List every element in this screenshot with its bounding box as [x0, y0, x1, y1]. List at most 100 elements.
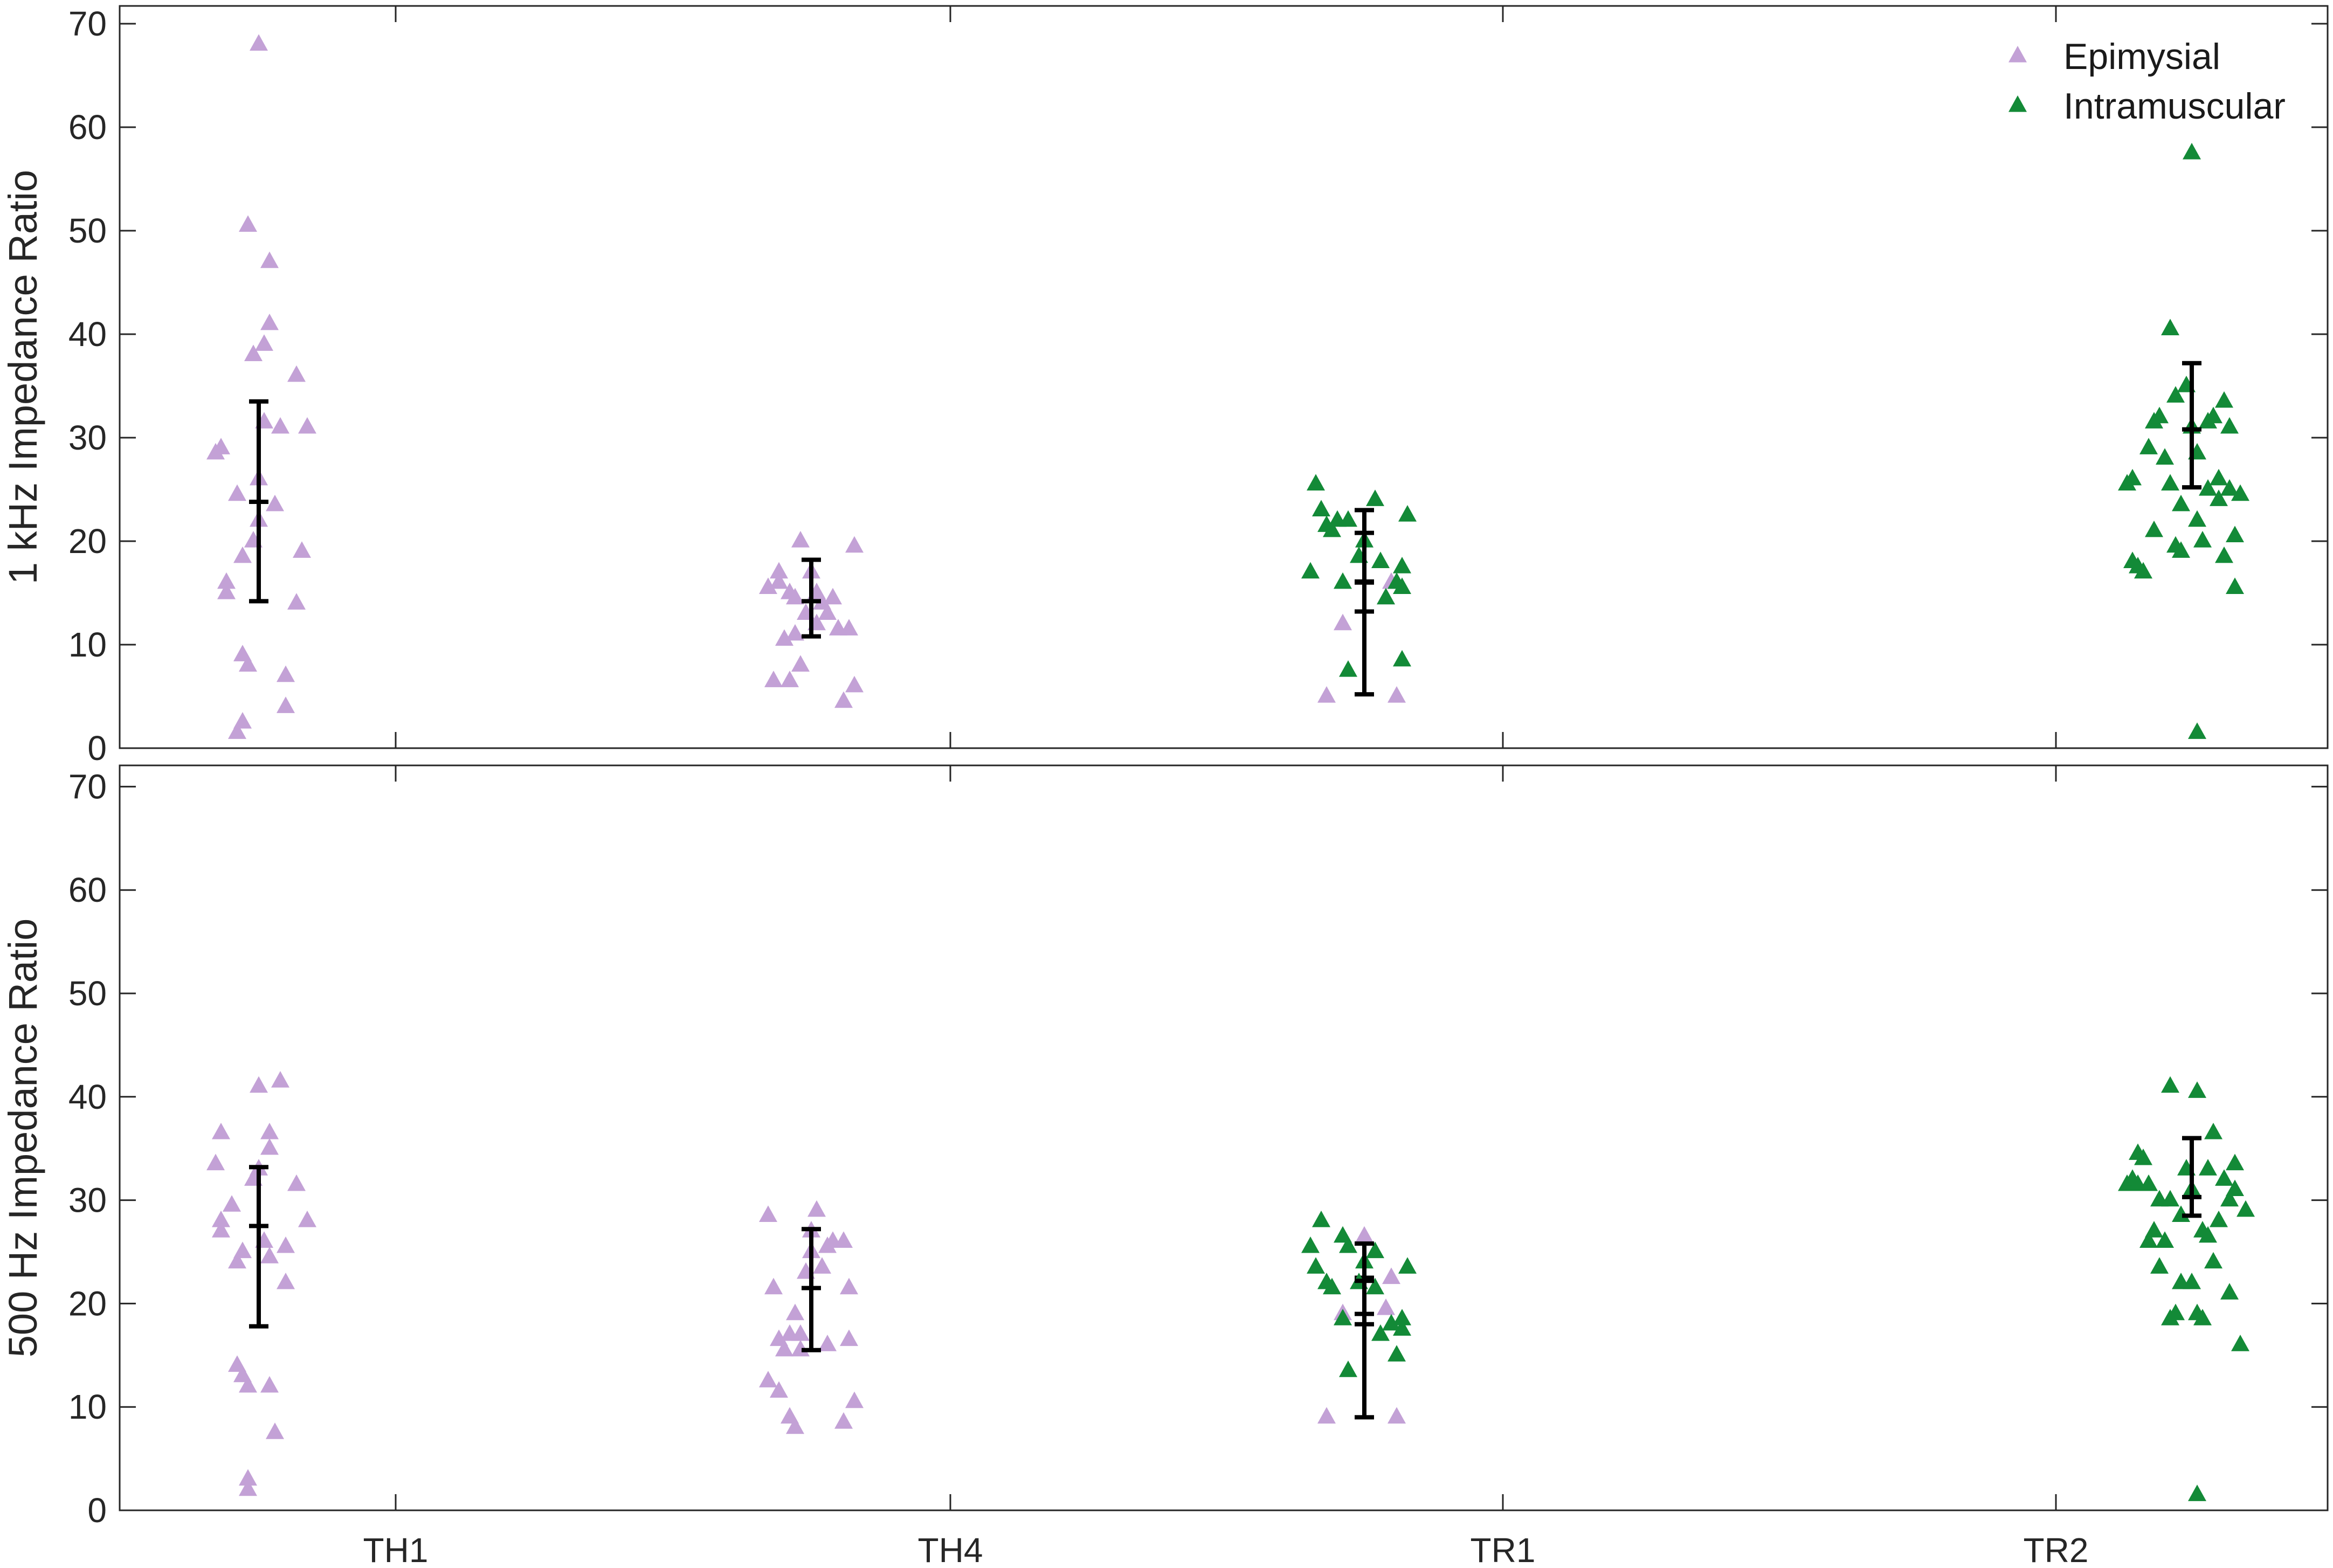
data-point-intramuscular	[1393, 1319, 1411, 1336]
data-point-epimysial	[1334, 613, 1352, 631]
x-tick-label: TR2	[2024, 1531, 2089, 1568]
data-point-intramuscular	[2145, 1221, 2163, 1238]
data-point-epimysial	[212, 1122, 230, 1139]
data-point-epimysial	[266, 494, 284, 512]
data-point-epimysial	[1377, 1298, 1395, 1315]
data-point-intramuscular	[2150, 406, 2169, 424]
y-tick-label: 50	[68, 211, 107, 250]
data-point-intramuscular	[2156, 448, 2174, 465]
x-tick-label: TH4	[918, 1531, 983, 1568]
data-point-epimysial	[1317, 1407, 1336, 1424]
data-point-intramuscular	[2220, 1283, 2239, 1300]
data-point-epimysial	[759, 1371, 777, 1387]
data-point-epimysial	[834, 691, 853, 708]
x-tick-label: TH1	[363, 1531, 429, 1568]
panel-1khz: 0 10 20 30 40 50 60 70 1 kHz Impedance Ratio	[1, 4, 2329, 768]
data-point-epimysial	[845, 1391, 864, 1408]
data-point-epimysial	[770, 1381, 788, 1398]
data-point-intramuscular	[1339, 660, 1357, 677]
data-point-intramuscular	[2183, 1273, 2201, 1289]
data-point-epimysial	[260, 1376, 279, 1393]
data-point-epimysial	[260, 1138, 279, 1155]
data-point-epimysial	[775, 1339, 793, 1357]
y-tick-label: 20	[68, 1284, 107, 1323]
data-point-epimysial	[206, 1153, 225, 1171]
y-tick-label: 70	[68, 4, 107, 43]
data-point-epimysial	[791, 1324, 810, 1341]
data-point-intramuscular	[1382, 1314, 1400, 1331]
y-tick-label: 30	[68, 1181, 107, 1220]
data-point-intramuscular	[2134, 1148, 2152, 1165]
data-point-intramuscular	[2188, 722, 2206, 739]
data-point-epimysial	[781, 671, 799, 687]
data-point-epimysial	[255, 334, 273, 351]
legend-label-intramuscular: Intramuscular	[2063, 86, 2286, 127]
data-point-intramuscular	[1371, 1324, 1390, 1341]
data-point-epimysial	[834, 1412, 853, 1429]
data-point-intramuscular	[2215, 546, 2233, 563]
legend-marker-epimysial	[2008, 46, 2027, 63]
data-point-epimysial	[277, 1236, 295, 1253]
data-point-epimysial	[770, 572, 788, 589]
data-point-epimysial	[239, 655, 257, 672]
data-point-epimysial	[845, 675, 864, 693]
data-point-epimysial	[824, 588, 842, 605]
data-point-intramuscular	[2123, 468, 2142, 486]
data-point-intramuscular	[2231, 1335, 2249, 1351]
data-point-intramuscular	[2210, 489, 2228, 506]
data-point-intramuscular	[1323, 1277, 1341, 1295]
data-point-epimysial	[834, 1231, 853, 1248]
data-point-intramuscular	[2145, 520, 2163, 537]
data-point-epimysial	[228, 484, 246, 501]
data-point-intramuscular	[2183, 143, 2201, 160]
y-tick-label: 30	[68, 418, 107, 457]
data-point-epimysial	[818, 603, 837, 620]
y-tick-label: 20	[68, 522, 107, 561]
data-point-epimysial	[764, 671, 783, 687]
data-point-intramuscular	[2161, 1190, 2179, 1207]
data-point-epimysial	[233, 712, 252, 729]
data-point-intramuscular	[2220, 1190, 2239, 1207]
data-point-intramuscular	[2204, 1122, 2222, 1139]
data-point-epimysial	[228, 1252, 246, 1269]
data-point-intramuscular	[1398, 505, 1417, 522]
data-point-intramuscular	[2210, 1210, 2228, 1227]
data-point-epimysial	[813, 1257, 831, 1274]
data-point-intramuscular	[2188, 1484, 2206, 1501]
y-tick-label: 0	[87, 729, 107, 768]
data-point-epimysial	[845, 536, 864, 553]
data-point-intramuscular	[2226, 1179, 2244, 1197]
data-point-epimysial	[271, 417, 289, 434]
data-point-epimysial	[764, 1277, 783, 1295]
data-point-epimysial	[277, 1273, 295, 1289]
data-point-epimysial	[298, 1210, 316, 1227]
data-point-epimysial	[840, 1329, 858, 1346]
data-point-intramuscular	[1366, 489, 1384, 506]
data-point-epimysial	[791, 655, 810, 672]
data-point-epimysial	[1382, 1267, 1400, 1284]
panel-500hz: 0 10 20 30 40 50 60 70 TH1 TH4 TR1 TR2 500 Hz Impeda…	[1, 764, 2329, 1568]
data-point-intramuscular	[2204, 406, 2222, 424]
legend-label-epimysial: Epimysial	[2063, 36, 2220, 77]
data-point-epimysial	[840, 619, 858, 636]
data-point-epimysial	[239, 1376, 257, 1393]
data-point-epimysial	[260, 1247, 279, 1263]
data-point-intramuscular	[1393, 650, 1411, 667]
data-point-intramuscular	[2226, 577, 2244, 595]
data-point-epimysial	[791, 531, 810, 548]
data-point-intramuscular	[2166, 1303, 2185, 1321]
data-point-intramuscular	[2188, 510, 2206, 527]
plot-area	[119, 764, 2329, 1511]
data-point-epimysial	[786, 1417, 804, 1434]
legend-marker-intramuscular	[2008, 95, 2027, 112]
data-point-intramuscular	[2226, 526, 2244, 543]
data-point-epimysial	[217, 572, 236, 589]
data-point-epimysial	[233, 1241, 252, 1259]
data-point-intramuscular	[2199, 1159, 2217, 1176]
data-point-intramuscular	[2139, 1231, 2158, 1248]
data-point-intramuscular	[1339, 510, 1357, 527]
data-point-epimysial	[298, 417, 316, 434]
x-tick-label: TR1	[1471, 1531, 1536, 1568]
data-point-intramuscular	[2226, 1153, 2244, 1171]
